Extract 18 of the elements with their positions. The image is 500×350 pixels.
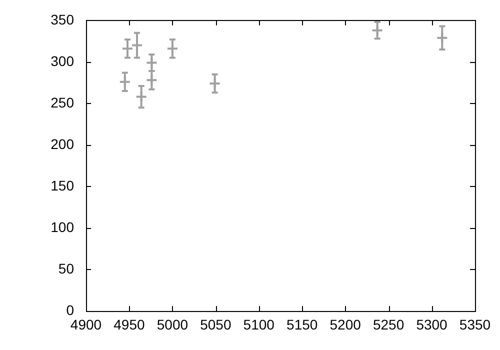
y-tick-label: 350 (50, 11, 74, 28)
y-tick-label: 100 (50, 218, 74, 235)
x-tick-label: 5300 (416, 316, 448, 332)
y-tick-label: 50 (58, 260, 74, 276)
x-tick-label: 5200 (330, 316, 362, 332)
x-tick-label: 4950 (114, 316, 146, 332)
y-tick-label: 0 (66, 302, 74, 318)
x-tick-label: 5150 (286, 316, 318, 332)
x-tick-label: 5050 (200, 316, 232, 332)
x-tick-label: 5250 (372, 316, 404, 332)
y-tick-label: 250 (50, 94, 74, 110)
x-tick-label: 5100 (243, 316, 275, 332)
y-tick-label: 200 (50, 136, 74, 152)
y-tick-label: 150 (50, 177, 74, 194)
x-tick-label: 4900 (70, 316, 102, 332)
y-tick-label: 300 (50, 52, 74, 69)
x-tick-label: 5000 (156, 316, 188, 332)
x-tick-label: 5350 (459, 316, 491, 332)
